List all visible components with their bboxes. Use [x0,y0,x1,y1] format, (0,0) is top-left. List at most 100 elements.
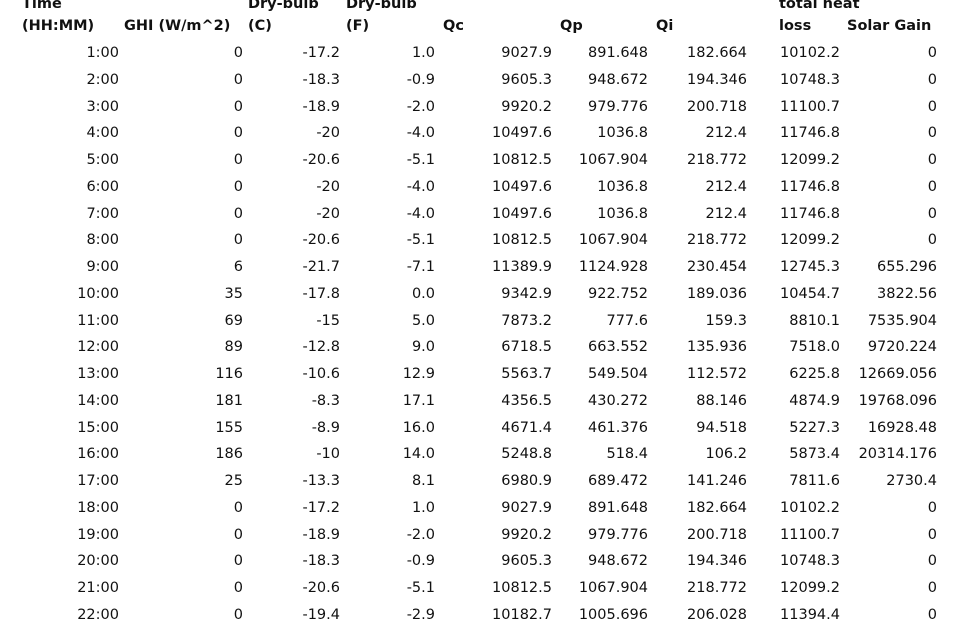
value-cell: 9920.2 [501,526,552,543]
value-cell: 9027.9 [501,499,552,516]
value-cell: -19.4 [302,606,340,623]
time-cell: 10:00 [77,285,119,302]
value-cell: 12669.056 [858,366,937,383]
header-cell: (C) [248,18,272,34]
value-cell: 461.376 [588,419,648,436]
header-cell: GHI (W/m^2) [124,18,231,34]
time-cell: 20:00 [77,553,119,570]
value-cell: 0 [927,232,937,249]
value-cell: -18.3 [302,553,340,570]
value-cell: 4356.5 [501,392,552,409]
value-cell: 777.6 [606,312,648,329]
time-cell: 19:00 [77,526,119,543]
value-cell: 10812.5 [492,152,552,169]
value-cell: 7518.0 [789,339,840,356]
value-cell: 155 [215,419,243,436]
value-cell: 89 [224,339,243,356]
value-cell: 0 [233,178,243,195]
value-cell: 12745.3 [780,259,840,276]
value-cell: 11746.8 [780,178,840,195]
value-cell: -2.9 [406,606,435,623]
value-cell: 11394.4 [780,606,840,623]
value-cell: 5227.3 [789,419,840,436]
value-cell: 116 [215,366,243,383]
value-cell: 212.4 [705,125,747,142]
time-cell: 2:00 [86,71,119,88]
value-cell: 6718.5 [501,339,552,356]
time-cell: 13:00 [77,366,119,383]
value-cell: 6980.9 [501,473,552,490]
value-cell: 189.036 [687,285,747,302]
value-cell: 0 [927,499,937,516]
value-cell: -8.9 [311,419,340,436]
time-cell: 15:00 [77,419,119,436]
value-cell: 0 [927,98,937,115]
value-cell: 689.472 [588,473,648,490]
value-cell: -0.9 [406,71,435,88]
value-cell: 0 [927,178,937,195]
time-cell: 4:00 [86,125,119,142]
value-cell: 212.4 [705,205,747,222]
value-cell: 0 [927,125,937,142]
value-cell: 0 [233,98,243,115]
value-cell: 1005.696 [578,606,648,623]
value-cell: 194.346 [687,553,747,570]
value-cell: 5873.4 [789,446,840,463]
value-cell: 12099.2 [780,232,840,249]
value-cell: 11100.7 [780,98,840,115]
header-cell: (HH:MM) [22,18,95,34]
value-cell: 112.572 [687,366,747,383]
value-cell: 186 [215,446,243,463]
value-cell: -20 [316,205,340,222]
value-cell: 922.752 [588,285,648,302]
time-cell: 1:00 [86,45,119,61]
value-cell: 891.648 [588,45,648,61]
value-cell: 181 [215,392,243,409]
value-cell: 218.772 [687,580,747,597]
value-cell: 20314.176 [858,446,937,463]
value-cell: 10497.6 [492,178,552,195]
value-cell: 10102.2 [780,499,840,516]
value-cell: -7.1 [406,259,435,276]
time-cell: 14:00 [77,392,119,409]
value-cell: 0 [927,205,937,222]
value-cell: 1.0 [411,499,435,516]
value-cell: -2.0 [406,98,435,115]
value-cell: -12.8 [302,339,340,356]
value-cell: 8.1 [411,473,435,490]
value-cell: 230.454 [687,259,747,276]
value-cell: -8.3 [311,392,340,409]
value-cell: 135.936 [687,339,747,356]
value-cell: 0 [927,45,937,61]
value-cell: -10 [316,446,340,463]
value-cell: 200.718 [687,98,747,115]
value-cell: 5563.7 [501,366,552,383]
value-cell: 7873.2 [501,312,552,329]
value-cell: 549.504 [588,366,648,383]
value-cell: 5.0 [411,312,435,329]
time-cell: 21:00 [77,580,119,597]
time-cell: 3:00 [86,98,119,115]
value-cell: 8810.1 [789,312,840,329]
value-cell: 10812.5 [492,580,552,597]
value-cell: 9342.9 [501,285,552,302]
value-cell: 1.0 [411,45,435,61]
value-cell: 35 [224,285,243,302]
value-cell: 0 [927,580,937,597]
value-cell: 218.772 [687,152,747,169]
value-cell: 0 [233,71,243,88]
time-cell: 6:00 [86,178,119,195]
value-cell: 9027.9 [501,45,552,61]
value-cell: 16.0 [402,419,435,436]
time-cell: 12:00 [77,339,119,356]
value-cell: 10748.3 [780,71,840,88]
value-cell: 200.718 [687,526,747,543]
value-cell: 891.648 [588,499,648,516]
header-cell: Solar Gain [847,18,932,34]
value-cell: -10.6 [302,366,340,383]
time-cell: 16:00 [77,446,119,463]
value-cell: 7811.6 [789,473,840,490]
time-cell: 22:00 [77,606,119,623]
value-cell: 10497.6 [492,205,552,222]
